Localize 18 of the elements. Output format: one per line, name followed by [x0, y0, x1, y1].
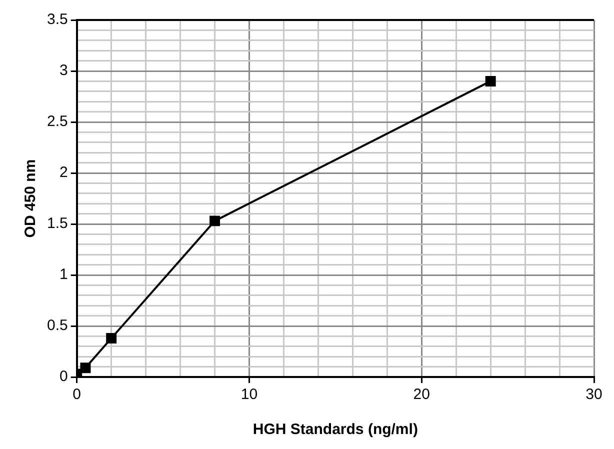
point	[80, 362, 91, 374]
y-tick-label: 1	[60, 266, 68, 284]
y-tick-label: 3.5	[46, 11, 68, 28]
point	[485, 76, 496, 86]
y-tick-label: 2	[60, 164, 68, 182]
y-tick-label: 0.5	[46, 317, 68, 334]
y-axis-title: OD 450 nm	[22, 159, 40, 238]
y-tick-label: 1.5	[46, 215, 68, 232]
point	[106, 333, 117, 344]
y-tick-label: 0	[60, 368, 68, 386]
x-tick-label: 20	[413, 386, 430, 404]
y-tick-label: 3	[60, 62, 68, 80]
x-tick-label: 0	[72, 386, 82, 404]
x-tick-label: 10	[240, 386, 258, 404]
x-axis-title: HGH Standards (ng/ml)	[252, 421, 418, 438]
point	[210, 216, 220, 226]
x-tick-label: 30	[586, 386, 602, 404]
y-tick-label: 2.5	[46, 113, 68, 130]
